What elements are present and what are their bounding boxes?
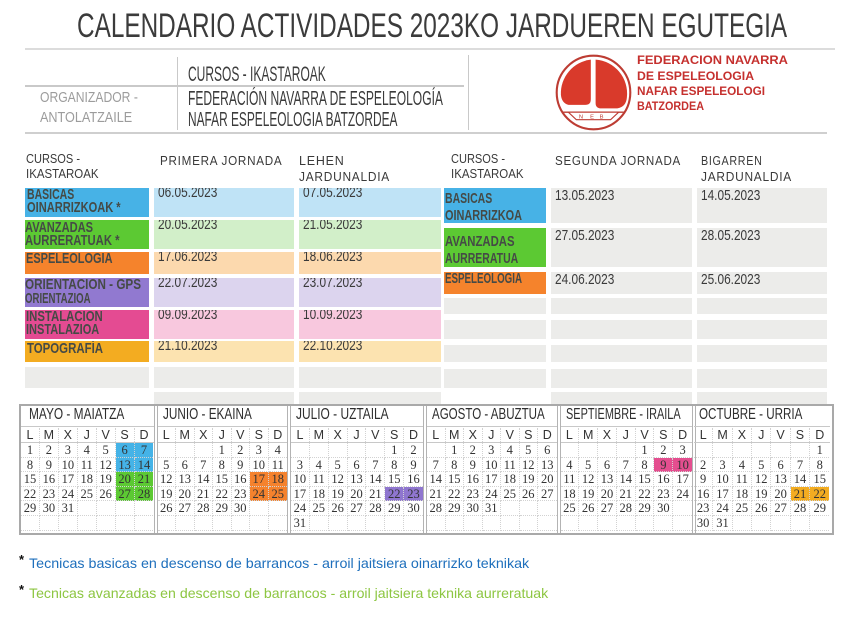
svg-text:B: B: [600, 114, 604, 120]
svg-text:N: N: [579, 114, 583, 120]
svg-text:E: E: [590, 114, 594, 120]
